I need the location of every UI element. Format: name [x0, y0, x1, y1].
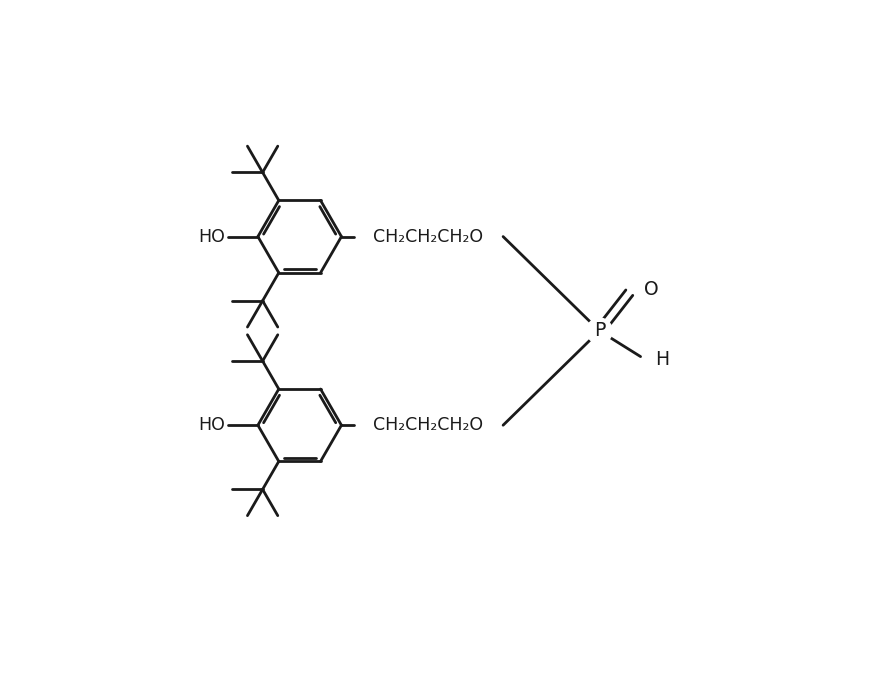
Text: H: H — [655, 351, 669, 370]
Text: HO: HO — [198, 416, 226, 434]
Text: O: O — [645, 280, 659, 299]
Text: P: P — [594, 321, 605, 340]
Text: CH₂CH₂CH₂O: CH₂CH₂CH₂O — [372, 416, 483, 434]
Circle shape — [587, 318, 613, 344]
Text: HO: HO — [198, 228, 226, 246]
Text: CH₂CH₂CH₂O: CH₂CH₂CH₂O — [372, 228, 483, 246]
